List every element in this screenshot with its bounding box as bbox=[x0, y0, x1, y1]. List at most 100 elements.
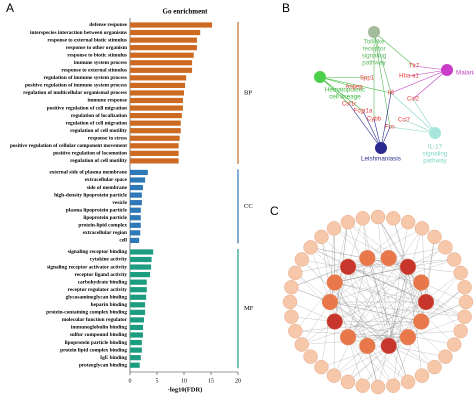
bar bbox=[130, 29, 201, 36]
edge bbox=[301, 301, 331, 345]
gene-node bbox=[386, 211, 401, 226]
pathway-label: Leishmaniasis bbox=[361, 156, 401, 163]
edge bbox=[329, 301, 389, 347]
gene-node bbox=[284, 280, 299, 295]
edge bbox=[347, 337, 363, 386]
bar bbox=[130, 82, 186, 88]
bar bbox=[130, 60, 193, 66]
bar bbox=[130, 37, 197, 43]
bar bbox=[130, 45, 197, 51]
gene-node bbox=[282, 294, 298, 310]
edge bbox=[347, 337, 394, 386]
gene-label: Spp1 bbox=[360, 76, 375, 82]
y-tick-label: immune response bbox=[88, 98, 128, 104]
pathway-node bbox=[368, 26, 380, 38]
y-tick-label: vesicle bbox=[112, 200, 127, 206]
bar bbox=[130, 222, 141, 228]
gene-node bbox=[326, 274, 343, 291]
gene-label: Ccl2 bbox=[407, 97, 420, 103]
y-tick-label: external side of plasma membrane bbox=[49, 170, 127, 176]
bar bbox=[130, 22, 213, 28]
edge bbox=[334, 282, 465, 317]
gene-node bbox=[288, 265, 303, 281]
gene-node bbox=[339, 258, 357, 276]
y-tick-label: regulation of immune system process bbox=[44, 75, 127, 81]
bar bbox=[130, 230, 141, 236]
edge bbox=[373, 31, 392, 94]
gene-node bbox=[453, 323, 468, 339]
edge bbox=[334, 266, 408, 283]
gene-node bbox=[447, 337, 462, 352]
y-tick-label: side of membrane bbox=[87, 185, 128, 191]
edge bbox=[393, 218, 409, 267]
gene-node bbox=[321, 293, 339, 311]
bar bbox=[130, 272, 150, 278]
bar bbox=[130, 294, 147, 300]
edge bbox=[329, 301, 422, 322]
bar bbox=[130, 169, 148, 176]
gene-node bbox=[399, 328, 417, 346]
y-tick-label: positive regulation of immune system pro… bbox=[25, 83, 127, 89]
edge bbox=[310, 247, 409, 338]
bar bbox=[130, 256, 152, 263]
bar bbox=[130, 324, 143, 331]
bar bbox=[130, 362, 140, 368]
y-tick-label: carbohydrate binding bbox=[78, 279, 128, 285]
gene-node bbox=[427, 359, 442, 375]
gene-node bbox=[326, 368, 342, 383]
y-tick-label: lipoprotein particle binding bbox=[65, 340, 128, 346]
edge bbox=[407, 266, 461, 274]
bar bbox=[130, 317, 145, 323]
edge bbox=[348, 301, 427, 338]
pathway-label: Toll-like bbox=[364, 39, 385, 46]
pathway-node bbox=[429, 127, 441, 139]
edge bbox=[362, 337, 409, 386]
group-label: CC bbox=[244, 203, 253, 210]
edge bbox=[407, 287, 465, 338]
y-tick-label: heparin binding bbox=[91, 302, 128, 308]
gene-node bbox=[370, 209, 386, 225]
y-tick-label: cytokine activity bbox=[90, 257, 128, 263]
bar bbox=[130, 237, 140, 243]
y-tick-label: protein-containing complex binding bbox=[46, 310, 127, 316]
bar bbox=[130, 309, 146, 315]
edge bbox=[321, 236, 422, 322]
edge bbox=[334, 321, 455, 345]
network-b: Toll-likereceptorsignalingpathwayHematop… bbox=[314, 26, 474, 165]
edge bbox=[295, 321, 422, 332]
gene-node bbox=[453, 265, 468, 281]
group-label: MF bbox=[244, 305, 254, 312]
y-tick-label: response to stress bbox=[88, 135, 127, 141]
gene-node bbox=[370, 379, 386, 395]
gene-node bbox=[386, 378, 401, 393]
gene-node bbox=[417, 293, 435, 311]
edge bbox=[319, 76, 364, 112]
pathway-label: Malaria bbox=[456, 70, 474, 77]
edge bbox=[408, 69, 448, 77]
edge bbox=[367, 282, 422, 346]
group-label: BP bbox=[244, 89, 252, 96]
x-tick-label: 10 bbox=[181, 378, 187, 384]
edge bbox=[329, 258, 368, 303]
edge bbox=[367, 258, 409, 382]
edge bbox=[347, 345, 389, 383]
bar bbox=[130, 302, 146, 308]
y-tick-label: sulfur compound binding bbox=[70, 332, 128, 338]
x-tick-label: 20 bbox=[235, 378, 241, 384]
bar bbox=[130, 215, 141, 221]
gene-node bbox=[458, 294, 474, 310]
y-tick-label: regulation of multicellular organismal p… bbox=[23, 90, 127, 96]
gene-label: Anpep bbox=[345, 85, 363, 91]
bar bbox=[130, 264, 152, 270]
panel-label: B bbox=[282, 1, 290, 15]
edge bbox=[334, 282, 349, 338]
edge bbox=[334, 282, 368, 346]
y-tick-label: extracellular region bbox=[83, 230, 127, 236]
bar bbox=[130, 355, 141, 361]
gene-node bbox=[284, 309, 299, 324]
edge bbox=[377, 216, 389, 346]
bar bbox=[130, 67, 193, 73]
edge bbox=[393, 321, 422, 386]
bar bbox=[130, 113, 182, 119]
edge bbox=[329, 301, 465, 317]
